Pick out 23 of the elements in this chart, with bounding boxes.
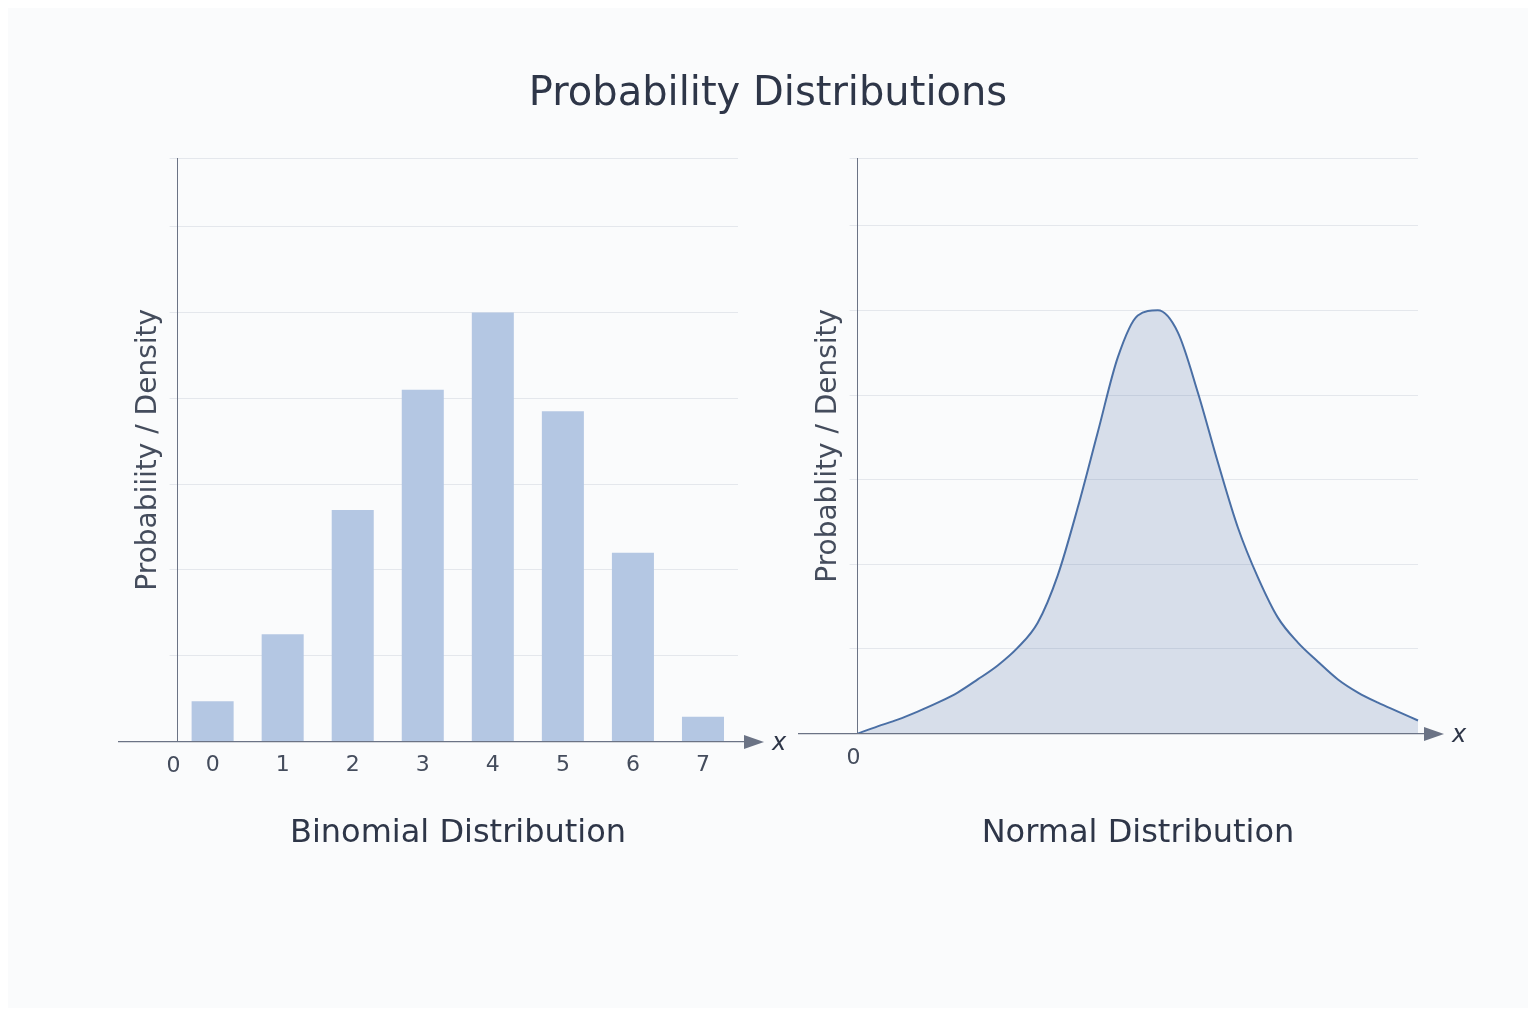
y-axis-title: Probabiiity / Density xyxy=(130,308,164,591)
bar xyxy=(611,552,654,742)
text: Binomial Distribution xyxy=(288,812,628,850)
bar xyxy=(331,509,374,742)
bar xyxy=(401,389,444,742)
text: Normal Distribution xyxy=(980,812,1296,850)
x-tick-label: 6 xyxy=(625,750,640,776)
bar xyxy=(681,716,724,742)
bar xyxy=(191,701,234,742)
x-tick-label: 0 xyxy=(205,750,220,776)
x-tick-label: 2 xyxy=(345,750,360,776)
x-axis-title: x xyxy=(771,727,787,756)
x-tick-label: 1 xyxy=(275,750,290,776)
chart-title: Probability Distributions xyxy=(527,67,1009,116)
x-tick-label: 5 xyxy=(555,750,570,776)
x-tick-label: 7 xyxy=(695,750,710,776)
bar xyxy=(261,634,304,742)
x-tick-label: 4 xyxy=(485,750,500,776)
bar xyxy=(471,312,514,742)
y-axis-title: Probablity / Density xyxy=(810,308,844,583)
x-axis-title: x xyxy=(1451,719,1467,748)
x-tick-label: 3 xyxy=(415,750,430,776)
bar xyxy=(541,411,584,742)
